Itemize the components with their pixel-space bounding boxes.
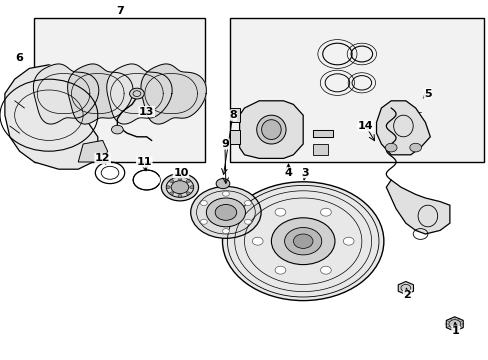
Circle shape bbox=[186, 180, 190, 183]
Polygon shape bbox=[67, 64, 133, 124]
Text: 1: 1 bbox=[451, 326, 459, 336]
Circle shape bbox=[171, 181, 188, 194]
Text: 2: 2 bbox=[403, 290, 410, 300]
Ellipse shape bbox=[256, 115, 285, 144]
Circle shape bbox=[284, 228, 321, 255]
Text: 6: 6 bbox=[16, 53, 23, 63]
Circle shape bbox=[271, 218, 334, 265]
Circle shape bbox=[222, 191, 229, 196]
Circle shape bbox=[178, 177, 182, 180]
Circle shape bbox=[178, 194, 182, 197]
Circle shape bbox=[215, 204, 236, 220]
Text: 8: 8 bbox=[228, 110, 236, 120]
Polygon shape bbox=[229, 130, 239, 144]
Circle shape bbox=[343, 237, 353, 245]
Polygon shape bbox=[33, 64, 99, 124]
Text: 10: 10 bbox=[173, 168, 188, 178]
Circle shape bbox=[186, 192, 190, 195]
Bar bbox=[229, 18, 483, 162]
Ellipse shape bbox=[261, 120, 281, 140]
Circle shape bbox=[206, 198, 245, 227]
Text: 13: 13 bbox=[139, 107, 154, 117]
Text: 3: 3 bbox=[301, 168, 309, 178]
Circle shape bbox=[129, 88, 144, 99]
Circle shape bbox=[274, 266, 285, 274]
Polygon shape bbox=[5, 65, 98, 169]
Polygon shape bbox=[229, 108, 239, 122]
Circle shape bbox=[216, 179, 229, 189]
Circle shape bbox=[189, 186, 193, 189]
Circle shape bbox=[293, 234, 312, 248]
Circle shape bbox=[244, 219, 251, 224]
Circle shape bbox=[252, 237, 263, 245]
Circle shape bbox=[320, 266, 331, 274]
Polygon shape bbox=[397, 282, 413, 294]
Text: 4: 4 bbox=[284, 168, 292, 178]
Polygon shape bbox=[446, 317, 462, 331]
Circle shape bbox=[169, 192, 173, 195]
Bar bbox=[34, 18, 205, 162]
Circle shape bbox=[190, 186, 261, 238]
Circle shape bbox=[320, 208, 331, 216]
Circle shape bbox=[222, 182, 383, 301]
Polygon shape bbox=[386, 180, 449, 234]
Text: 7: 7 bbox=[116, 6, 123, 16]
Text: 9: 9 bbox=[221, 139, 228, 149]
Circle shape bbox=[385, 143, 396, 152]
Text: 14: 14 bbox=[357, 121, 373, 131]
Circle shape bbox=[244, 201, 251, 206]
Circle shape bbox=[200, 201, 207, 206]
Circle shape bbox=[166, 186, 170, 189]
Text: 11: 11 bbox=[136, 157, 152, 167]
Circle shape bbox=[161, 174, 198, 201]
Circle shape bbox=[169, 180, 173, 183]
Polygon shape bbox=[376, 101, 429, 155]
Polygon shape bbox=[141, 64, 206, 124]
Polygon shape bbox=[106, 64, 172, 124]
Circle shape bbox=[409, 143, 421, 152]
Circle shape bbox=[274, 208, 285, 216]
Circle shape bbox=[200, 219, 207, 224]
Circle shape bbox=[222, 229, 229, 234]
Polygon shape bbox=[239, 101, 303, 158]
Circle shape bbox=[111, 125, 123, 134]
Polygon shape bbox=[312, 144, 327, 155]
Polygon shape bbox=[78, 140, 107, 162]
Text: 5: 5 bbox=[423, 89, 431, 99]
Text: 12: 12 bbox=[95, 153, 110, 163]
Polygon shape bbox=[312, 130, 332, 137]
